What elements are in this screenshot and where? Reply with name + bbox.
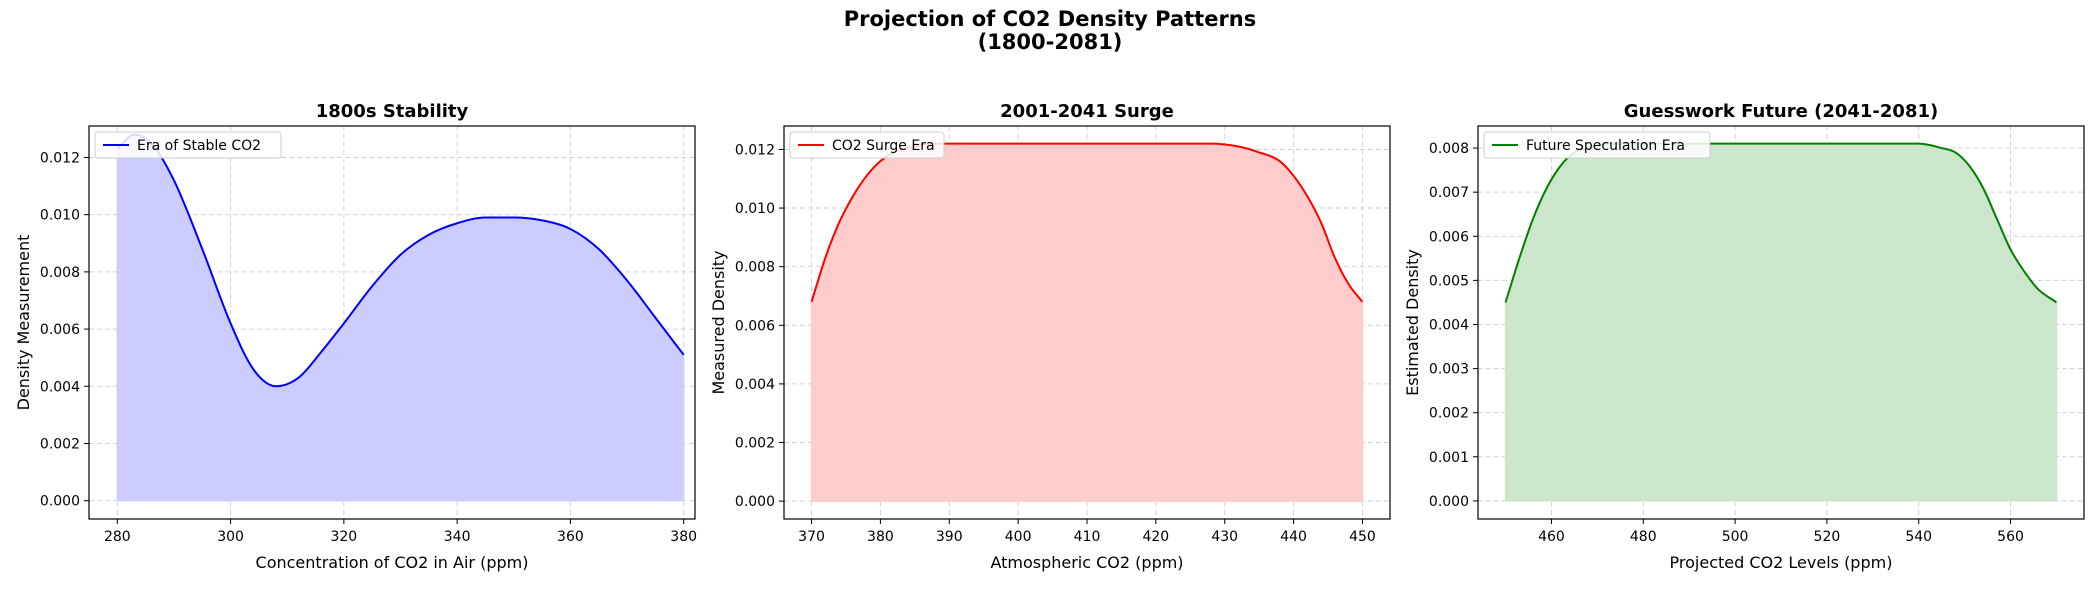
subplot-title: 1800s Stability — [316, 101, 469, 122]
x-tick-label: 440 — [1280, 529, 1307, 545]
y-tick-label: 0.010 — [735, 201, 775, 217]
x-tick-label: 420 — [1142, 529, 1169, 545]
x-axis-label: Atmospheric CO2 (ppm) — [990, 553, 1183, 572]
y-tick-label: 0.000 — [40, 494, 80, 510]
x-axis-label: Projected CO2 Levels (ppm) — [1670, 553, 1893, 572]
legend-label: Era of Stable CO2 — [137, 138, 261, 154]
series-line — [1504, 142, 2058, 304]
x-tick-label: 500 — [1722, 529, 1749, 545]
x-tick-label: 360 — [557, 529, 584, 545]
y-tick-label: 0.008 — [735, 260, 775, 276]
x-tick-label: 450 — [1349, 529, 1376, 545]
legend-box — [789, 131, 945, 159]
y-tick-label: 0.000 — [735, 494, 775, 510]
x-tick-label: 410 — [1074, 529, 1101, 545]
y-tick-label: 0.004 — [40, 379, 80, 395]
y-tick-label: 0.007 — [1429, 185, 1469, 201]
y-tick-label: 0.006 — [40, 322, 80, 338]
x-tick-label: 340 — [444, 529, 471, 545]
series-line — [116, 133, 685, 388]
series-line — [810, 142, 1364, 303]
y-tick-label: 0.002 — [40, 436, 80, 452]
y-tick-label: 0.006 — [735, 318, 775, 334]
y-tick-label: 0.012 — [735, 142, 775, 158]
y-tick-label: 0.004 — [735, 377, 775, 393]
y-tick-label: 0.008 — [40, 265, 80, 281]
x-tick-label: 480 — [1630, 529, 1657, 545]
legend-label: CO2 Surge Era — [832, 138, 935, 154]
x-tick-label: 380 — [867, 529, 894, 545]
x-tick-label: 430 — [1211, 529, 1238, 545]
y-tick-label: 0.003 — [1429, 362, 1469, 378]
y-tick-label: 0.000 — [1429, 494, 1469, 510]
x-tick-label: 320 — [330, 529, 357, 545]
y-tick-label: 0.002 — [735, 436, 775, 452]
x-tick-label: 300 — [217, 529, 244, 545]
y-tick-label: 0.004 — [1429, 317, 1469, 333]
x-tick-label: 560 — [1997, 529, 2024, 545]
area-fill — [117, 134, 684, 501]
x-tick-label: 390 — [936, 529, 963, 545]
axes-frame — [1477, 125, 2085, 520]
x-axis-label: Concentration of CO2 in Air (ppm) — [256, 553, 529, 572]
subplot-title: Guesswork Future (2041-2081) — [1624, 101, 1938, 122]
y-axis-label: Density Measurement — [14, 235, 33, 411]
x-tick-label: 400 — [1005, 529, 1032, 545]
subplot-title: 2001-2041 Surge — [1000, 101, 1174, 122]
legend-box — [1483, 131, 1711, 159]
y-tick-label: 0.001 — [1429, 450, 1469, 466]
subplot-2: 370 380 390 400 410 420 430 440 450 0.000 0.002 0.0… — [709, 101, 1391, 572]
legend-label: Future Speculation Era — [1526, 138, 1685, 154]
area-fill — [811, 143, 1363, 502]
y-tick-label: 0.006 — [1429, 229, 1469, 245]
x-tick-label: 540 — [1905, 529, 1932, 545]
subplot-1: 280 300 320 340 360 380 0.000 0.002 0.004 0.006 0.… — [14, 101, 697, 572]
y-axis-label: Measured Density — [709, 250, 728, 394]
x-tick-label: 280 — [104, 529, 131, 545]
y-tick-label: 0.008 — [1429, 141, 1469, 157]
area-fill — [1505, 143, 2057, 501]
y-tick-label: 0.010 — [40, 208, 80, 224]
x-tick-label: 380 — [670, 529, 697, 545]
y-axis-label: Estimated Density — [1403, 249, 1422, 396]
axes-frame — [88, 125, 696, 520]
x-tick-label: 520 — [1814, 529, 1841, 545]
y-tick-label: 0.012 — [40, 150, 80, 166]
y-tick-label: 0.002 — [1429, 406, 1469, 422]
x-tick-label: 370 — [798, 529, 825, 545]
x-tick-label: 460 — [1538, 529, 1565, 545]
legend-box — [94, 131, 282, 159]
subplot-3: 460 480 500 520 540 560 0.000 0.001 0.002 0.003 0.… — [1403, 101, 2085, 572]
y-tick-label: 0.005 — [1429, 273, 1469, 289]
figure-title: Projection of CO2 Density Patterns (1800… — [843, 7, 1257, 54]
